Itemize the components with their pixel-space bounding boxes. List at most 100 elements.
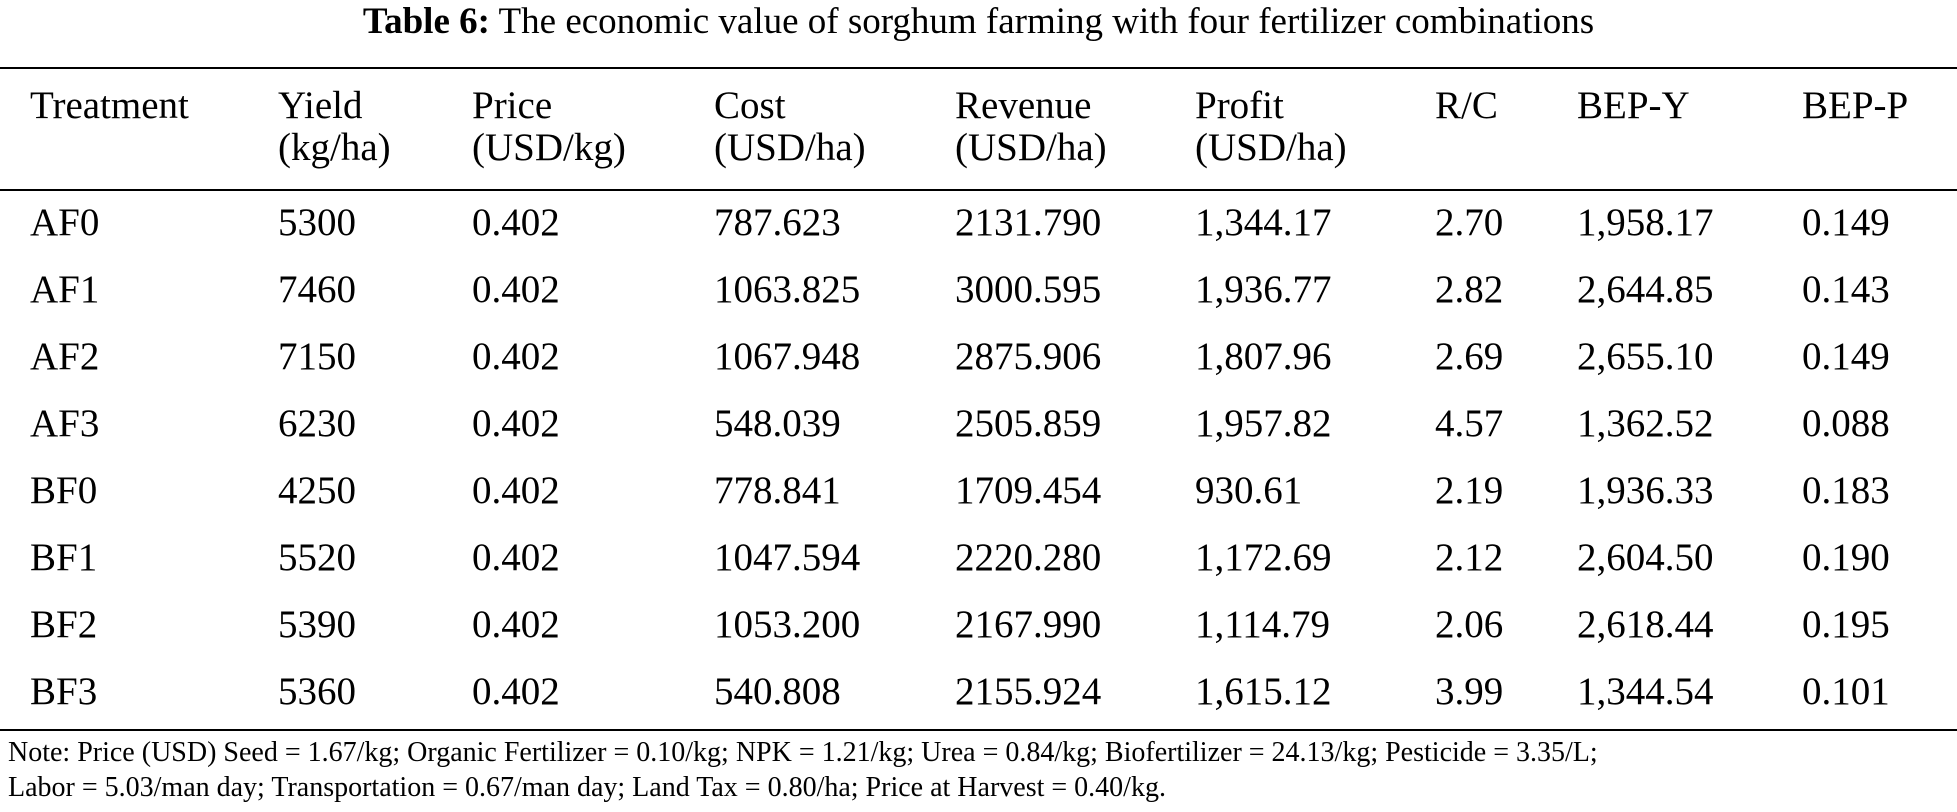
cell-rc: 2.82 — [1435, 268, 1504, 311]
cell-bep-p: 0.149 — [1802, 201, 1890, 244]
note-line-2: Labor = 5.03/man day; Transportation = 0… — [8, 772, 1166, 803]
cell-revenue: 2167.990 — [955, 603, 1102, 646]
cell-rc: 2.69 — [1435, 335, 1504, 378]
cell-treatment: AF3 — [30, 402, 100, 445]
cell-bep-p: 0.183 — [1802, 469, 1890, 512]
top-rule — [0, 67, 1957, 69]
cell-profit: 1,172.69 — [1195, 536, 1332, 579]
table-row: AF3 6230 0.402 548.039 2505.859 1,957.82 4.57 1… — [0, 390, 1957, 457]
table-row: AF1 7460 0.402 1063.825 3000.595 1,936.77 2.82… — [0, 256, 1957, 323]
cell-bep-p: 0.190 — [1802, 536, 1890, 579]
cell-rc: 2.19 — [1435, 469, 1504, 512]
cell-treatment: BF3 — [30, 670, 98, 713]
cell-price: 0.402 — [472, 335, 560, 378]
table-number: Table 6: — [362, 1, 490, 42]
cell-bep-y: 2,655.10 — [1577, 335, 1714, 378]
cell-bep-y: 1,936.33 — [1577, 469, 1714, 512]
cell-rc: 4.57 — [1435, 402, 1504, 445]
cell-bep-y: 2,618.44 — [1577, 603, 1714, 646]
cell-profit: 1,957.82 — [1195, 402, 1332, 445]
cell-rc: 2.06 — [1435, 603, 1504, 646]
cell-yield: 5390 — [278, 603, 356, 646]
cell-treatment: AF0 — [30, 201, 100, 244]
cell-price: 0.402 — [472, 469, 560, 512]
cell-cost: 1063.825 — [714, 268, 861, 311]
header-row: Treatment Yield (kg/ha) Price (USD/kg) Cos… — [0, 69, 1957, 189]
cell-treatment: BF1 — [30, 536, 98, 579]
cell-bep-p: 0.149 — [1802, 335, 1890, 378]
bottom-rule — [0, 729, 1957, 731]
table-row: AF2 7150 0.402 1067.948 2875.906 1,807.96 2.69… — [0, 323, 1957, 390]
cell-price: 0.402 — [472, 536, 560, 579]
cell-bep-y: 1,958.17 — [1577, 201, 1714, 244]
cell-yield: 5360 — [278, 670, 356, 713]
cell-rc: 2.70 — [1435, 201, 1504, 244]
header-cost: Cost (USD/ha) — [714, 84, 866, 169]
header-profit: Profit (USD/ha) — [1195, 84, 1347, 169]
header-rc: R/C — [1435, 84, 1498, 127]
cell-cost: 540.808 — [714, 670, 841, 713]
cell-treatment: BF0 — [30, 469, 98, 512]
note-line-1: Note: Price (USD) Seed = 1.67/kg; Organi… — [8, 737, 1598, 768]
cell-bep-p: 0.101 — [1802, 670, 1890, 713]
cell-profit: 1,114.79 — [1195, 603, 1331, 646]
table-row: BF2 5390 0.402 1053.200 2167.990 1,114.79 2.06… — [0, 591, 1957, 658]
cell-bep-y: 2,644.85 — [1577, 268, 1714, 311]
cell-bep-p: 0.195 — [1802, 603, 1890, 646]
cell-profit: 1,936.77 — [1195, 268, 1332, 311]
header-bep-y: BEP-Y — [1577, 84, 1690, 127]
cell-bep-p: 0.143 — [1802, 268, 1890, 311]
economic-value-table: Treatment Yield (kg/ha) Price (USD/kg) Cos… — [0, 69, 1957, 725]
cell-yield: 7460 — [278, 268, 356, 311]
cell-bep-y: 2,604.50 — [1577, 536, 1714, 579]
table-note: Note: Price (USD) Seed = 1.67/kg; Organi… — [8, 735, 1953, 805]
cell-revenue: 1709.454 — [955, 469, 1102, 512]
table-title: The economic value of sorghum farming wi… — [498, 1, 1595, 42]
cell-revenue: 2131.790 — [955, 201, 1102, 244]
cell-cost: 1053.200 — [714, 603, 861, 646]
header-bep-p: BEP-P — [1802, 84, 1909, 127]
cell-price: 0.402 — [472, 268, 560, 311]
cell-cost: 787.623 — [714, 201, 841, 244]
cell-rc: 2.12 — [1435, 536, 1504, 579]
cell-yield: 4250 — [278, 469, 356, 512]
table-caption: Table 6: The economic value of sorghum f… — [0, 0, 1957, 58]
cell-bep-y: 1,344.54 — [1577, 670, 1714, 713]
cell-price: 0.402 — [472, 201, 560, 244]
cell-price: 0.402 — [472, 603, 560, 646]
cell-revenue: 3000.595 — [955, 268, 1102, 311]
cell-cost: 1047.594 — [714, 536, 861, 579]
cell-profit: 930.61 — [1195, 469, 1303, 512]
table-row: BF0 4250 0.402 778.841 1709.454 930.61 2.19 1,9… — [0, 457, 1957, 524]
table-row: BF3 5360 0.402 540.808 2155.924 1,615.12 3.99 1… — [0, 658, 1957, 725]
cell-treatment: AF2 — [30, 335, 100, 378]
header-rule — [0, 189, 1957, 191]
table-row: BF1 5520 0.402 1047.594 2220.280 1,172.69 2.12… — [0, 524, 1957, 591]
cell-profit: 1,615.12 — [1195, 670, 1332, 713]
cell-revenue: 2220.280 — [955, 536, 1102, 579]
header-yield: Yield (kg/ha) — [278, 84, 391, 169]
cell-price: 0.402 — [472, 402, 560, 445]
cell-yield: 6230 — [278, 402, 356, 445]
cell-treatment: AF1 — [30, 268, 100, 311]
table-row: AF0 5300 0.402 787.623 2131.790 1,344.17 2.70 1… — [0, 189, 1957, 256]
cell-revenue: 2155.924 — [955, 670, 1102, 713]
cell-cost: 778.841 — [714, 469, 841, 512]
cell-bep-y: 1,362.52 — [1577, 402, 1714, 445]
cell-price: 0.402 — [472, 670, 560, 713]
cell-yield: 5300 — [278, 201, 356, 244]
cell-yield: 5520 — [278, 536, 356, 579]
header-price: Price (USD/kg) — [472, 84, 626, 169]
cell-revenue: 2505.859 — [955, 402, 1102, 445]
cell-bep-p: 0.088 — [1802, 402, 1890, 445]
header-revenue: Revenue (USD/ha) — [955, 84, 1107, 169]
header-treatment: Treatment — [30, 84, 189, 127]
cell-treatment: BF2 — [30, 603, 98, 646]
cell-profit: 1,807.96 — [1195, 335, 1332, 378]
cell-revenue: 2875.906 — [955, 335, 1102, 378]
cell-rc: 3.99 — [1435, 670, 1504, 713]
cell-profit: 1,344.17 — [1195, 201, 1332, 244]
cell-cost: 548.039 — [714, 402, 841, 445]
cell-cost: 1067.948 — [714, 335, 861, 378]
table-body: AF0 5300 0.402 787.623 2131.790 1,344.17 2.70 1… — [0, 189, 1957, 725]
